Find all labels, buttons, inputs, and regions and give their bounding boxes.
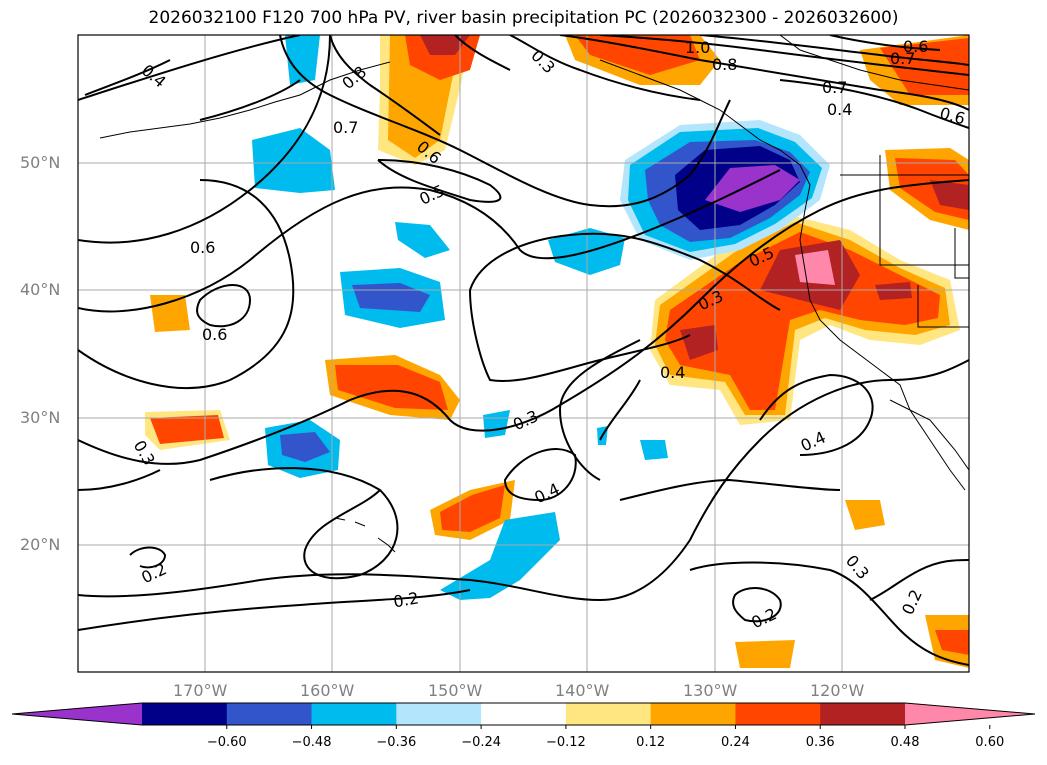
contour-label: 0.4 [827,100,852,119]
contour-label: 0.6 [903,37,928,56]
colorbar-extend-max [905,703,1035,725]
colorbar-tick-label: 0.24 [720,735,750,750]
plot-frame [77,34,970,673]
contour-label: 0.3 [527,46,558,77]
contour-label: 1.0 [685,38,710,57]
contour-label: 0.2 [392,588,420,611]
colorbar-swatch [650,703,736,725]
lon-label: 140°W [555,681,610,700]
contour-label: 0.3 [510,406,541,434]
contour-label: 0.4 [798,427,829,455]
lat-label: 50°N [20,153,61,172]
colorbar-tick-label: 0.48 [890,735,920,750]
colorbar-swatch [820,703,906,725]
lat-label: 30°N [20,408,61,427]
pv-contours [78,35,969,666]
colorbar-outline [11,702,1036,726]
contour-label: 0.5 [416,181,447,209]
shade-pos-west [150,295,190,332]
colorbar-swatch [311,703,397,725]
contour-label: 0.2 [138,559,169,587]
colorbar-swatch [142,703,228,725]
graticule [78,35,969,672]
contour-label: 0.6 [202,325,227,344]
contour-label: 0.4 [138,61,170,92]
colorbar-tick-label: −0.36 [376,735,417,750]
contour-label: 0.2 [748,604,779,632]
lat-label: 40°N [20,280,61,299]
colorbar-tick-label: −0.60 [206,735,247,750]
colorbar-tick-label: −0.24 [461,735,502,750]
lon-label: 150°W [428,681,483,700]
contour-label: 0.2 [898,587,926,618]
lon-label: 120°W [810,681,865,700]
colorbar-swatch [735,703,821,725]
contour-label: 0.7 [890,49,915,68]
colorbar-swatch [226,703,313,725]
colorbar-tick-label: 0.60 [975,735,1005,750]
colorbar [11,702,1036,729]
contour-label: 0.4 [531,479,562,507]
colorbar-tick-label: 0.36 [805,735,835,750]
contour-label: 0.7 [822,78,847,97]
colorbar-tick-label: 0.12 [636,735,666,750]
colorbar-tick-label: −0.48 [291,735,332,750]
contour-label: 0.7 [333,118,358,137]
precip-shading [145,35,969,668]
coastlines [99,35,969,553]
contour-label: 0.4 [660,363,685,382]
lat-label: 20°N [20,535,61,554]
contour-label: 0.8 [338,62,370,93]
lon-label: 160°W [300,681,355,700]
colorbar-tick-label: −0.12 [545,735,586,750]
contour-label: 0.8 [712,55,737,74]
contour-label: 0.6 [190,238,215,257]
map-title: 2026032100 F120 700 hPa PV, river basin … [148,8,899,28]
colorbar-swatch [396,703,482,725]
colorbar-extend-min [12,703,142,725]
colorbar-swatch [565,703,652,725]
colorbar-swatch [481,703,567,725]
lon-label: 130°W [683,681,738,700]
lon-label: 170°W [173,681,228,700]
